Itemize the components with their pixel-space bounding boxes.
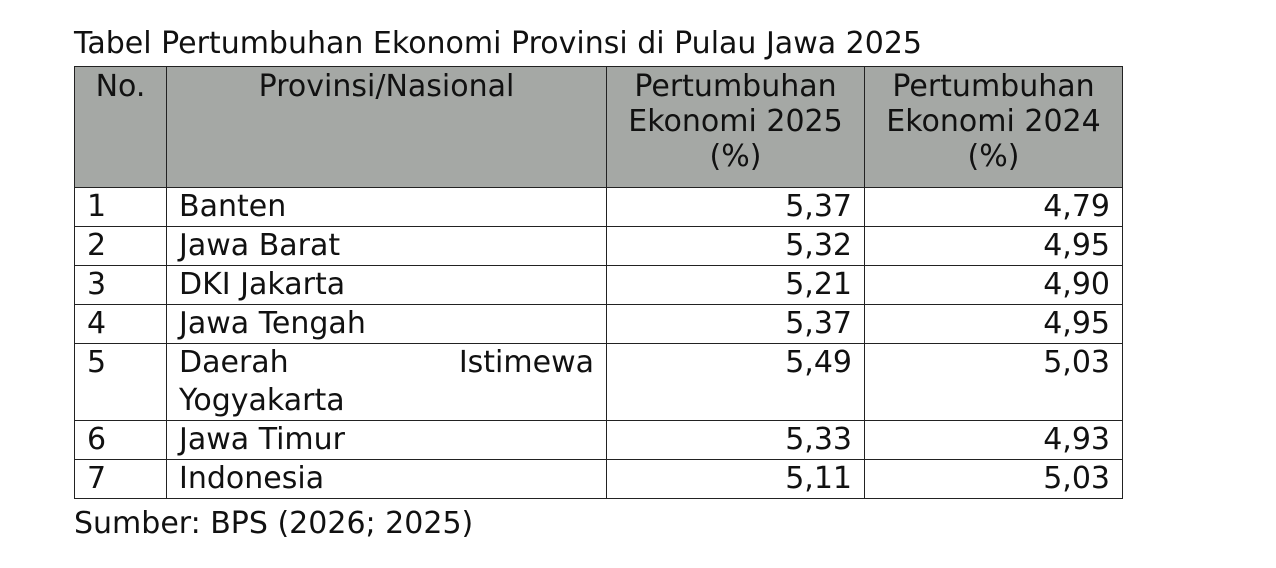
cell-province: Daerah Istimewa Yogyakarta	[166, 343, 607, 421]
cell-growth-2024: 4,79	[864, 187, 1123, 227]
cell-growth-2025: 5,37	[606, 304, 865, 344]
cell-growth-2025: 5,33	[606, 420, 865, 460]
cell-province: Jawa Tengah	[166, 304, 607, 344]
header-growth-2024: Pertumbuhan Ekonomi 2024 (%)	[864, 66, 1123, 188]
cell-no: 2	[74, 226, 167, 266]
header-no: No.	[74, 66, 167, 188]
source-note: Sumber: BPS (2026; 2025)	[74, 506, 474, 541]
cell-province: Jawa Barat	[166, 226, 607, 266]
table-row: 2 Jawa Barat 5,32 4,95	[74, 226, 1123, 266]
cell-growth-2025: 5,49	[606, 343, 865, 421]
table-row: 5 Daerah Istimewa Yogyakarta 5,49 5,03	[74, 343, 1123, 421]
cell-growth-2024: 4,95	[864, 304, 1123, 344]
cell-growth-2024: 4,90	[864, 265, 1123, 305]
cell-growth-2024: 5,03	[864, 343, 1123, 421]
cell-province: Jawa Timur	[166, 420, 607, 460]
cell-growth-2025: 5,11	[606, 459, 865, 499]
table-row: 7 Indonesia 5,11 5,03	[74, 459, 1123, 499]
table-row: 6 Jawa Timur 5,33 4,93	[74, 420, 1123, 460]
table-row: 1 Banten 5,37 4,79	[74, 187, 1123, 227]
table-row: 3 DKI Jakarta 5,21 4,90	[74, 265, 1123, 305]
table-title: Tabel Pertumbuhan Ekonomi Provinsi di Pu…	[74, 26, 922, 61]
header-province: Provinsi/Nasional	[166, 66, 607, 188]
header-growth-2025: Pertumbuhan Ekonomi 2025 (%)	[606, 66, 865, 188]
cell-province: Indonesia	[166, 459, 607, 499]
cell-growth-2024: 4,93	[864, 420, 1123, 460]
growth-table: No. Provinsi/Nasional Pertumbuhan Ekonom…	[74, 66, 1123, 499]
cell-province: Banten	[166, 187, 607, 227]
cell-growth-2024: 4,95	[864, 226, 1123, 266]
cell-growth-2024: 5,03	[864, 459, 1123, 499]
cell-no: 5	[74, 343, 167, 421]
cell-growth-2025: 5,32	[606, 226, 865, 266]
table-header-row: No. Provinsi/Nasional Pertumbuhan Ekonom…	[74, 66, 1123, 188]
cell-no: 1	[74, 187, 167, 227]
cell-no: 6	[74, 420, 167, 460]
cell-growth-2025: 5,37	[606, 187, 865, 227]
cell-province: DKI Jakarta	[166, 265, 607, 305]
cell-no: 4	[74, 304, 167, 344]
cell-no: 3	[74, 265, 167, 305]
cell-no: 7	[74, 459, 167, 499]
cell-growth-2025: 5,21	[606, 265, 865, 305]
table-row: 4 Jawa Tengah 5,37 4,95	[74, 304, 1123, 344]
